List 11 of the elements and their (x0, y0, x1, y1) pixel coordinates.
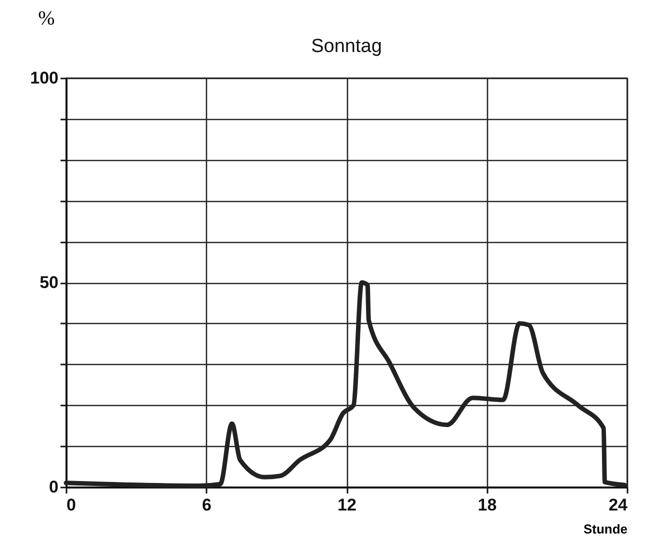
y-tick-label: 0 (49, 478, 58, 496)
x-tick-label: 18 (478, 496, 497, 514)
y-tick-label: 50 (40, 273, 58, 292)
x-tick-label: 12 (338, 496, 356, 514)
x-tick-label: 6 (202, 496, 212, 514)
x-tick-label: 0 (66, 496, 76, 514)
chart-title: Sonntag (311, 36, 382, 57)
y-tick-label: 100 (30, 68, 58, 88)
x-tick-label: 24 (608, 496, 628, 514)
x-axis-title: Stunde (583, 522, 628, 536)
y-axis-title: % (38, 8, 55, 30)
